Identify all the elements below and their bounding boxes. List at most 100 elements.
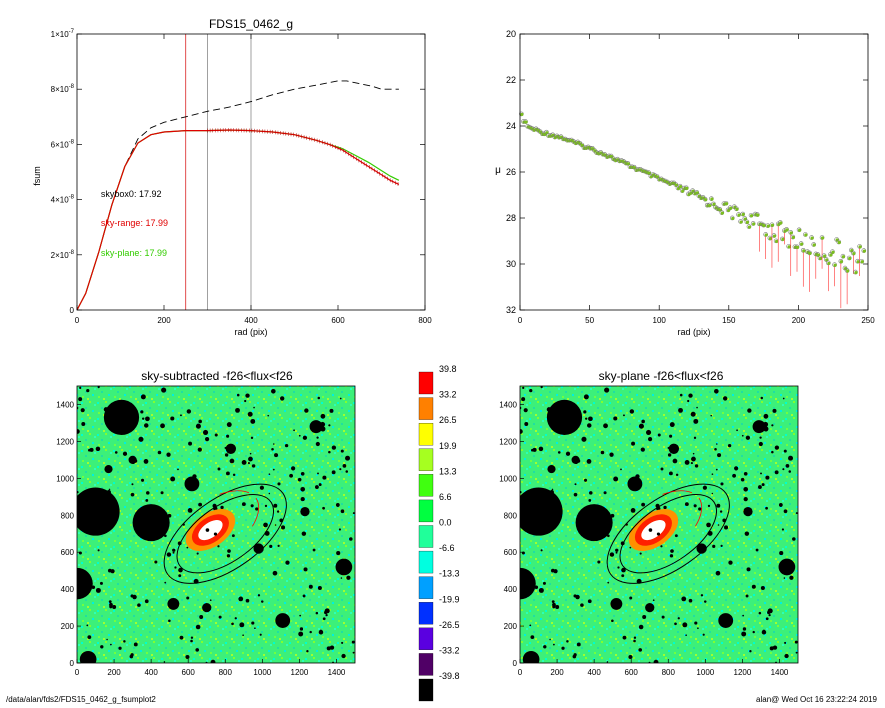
sky-plane-masked-source [765,617,769,621]
mu-point [681,189,685,193]
sky-plane-masked-source [530,635,535,640]
sky-plane-masked-source [638,624,644,630]
sky-plane-large-mask [743,506,753,517]
sky-plane-masked-source [794,640,798,644]
sky-subtracted-masked-source [304,408,309,413]
sky-subtracted-masked-source [325,613,328,617]
sky-subtracted-large-mask [335,558,353,576]
sky-plane-masked-source [755,548,759,552]
sky-subtracted-masked-source [249,452,252,455]
sky-subtracted-masked-source [99,581,103,585]
sky-subtracted-masked-source [329,408,334,413]
sky-plane-masked-source [603,423,608,429]
sky-plane-masked-source [720,544,723,548]
mu-point [559,135,564,139]
sky-plane-masked-source [529,624,532,627]
colorbar-swatch [418,423,434,446]
sky-subtracted-masked-source [87,635,92,640]
sky-range-annotation: sky-range: 17.99 [101,218,168,228]
sky-subtracted-masked-source [285,560,290,565]
sky-plane-masked-source [745,435,751,440]
sky-subtracted-masked-source [160,423,165,429]
sky-plane-masked-source [774,470,779,475]
sky-plane-y-tick-label: 200 [504,622,518,631]
sky-subtracted-masked-source [328,450,331,454]
sky-plane-masked-source [638,423,644,429]
mu-points [519,111,867,309]
sky-subtracted-masked-source [214,433,218,437]
sky-subtracted-large-mask [309,420,323,434]
fsum-curves [76,34,400,311]
sky-plane-masked-source [724,525,729,530]
sky-subtracted-masked-source [320,413,326,419]
footer-file-path: /data/alan/fds2/FDS15_0462_g_fsumplot2 [6,695,156,704]
colorbar-label: -19.9 [439,594,460,604]
sky-plane-masked-source [700,594,704,597]
sky-subtracted-galaxy-core [198,520,223,541]
sky-subtracted-masked-source [251,621,255,625]
sky-subtracted-masked-source [195,624,201,630]
sky-plane-axes: 0 200 400 600 800 1000 1200 1400 0 200 400 600 800 10… [499,400,789,677]
sky-subtracted-masked-source [340,509,345,514]
colorbar-swatch [418,397,434,420]
sky-subtracted-masked-source [106,638,108,641]
sky-subtracted-masked-source [133,642,138,647]
sky-plane-masked-source [784,653,789,659]
mu-point [593,149,597,153]
mu-point [829,253,833,257]
colorbar-swatch [418,653,434,676]
sky-subtracted-masked-source [277,482,281,486]
sky-plane-masked-source [520,490,522,494]
sky-plane-image: sky-plane -f26<flux<f26 0 200 400 600 800 100… [499,369,799,677]
sky-plane-masked-source [761,483,765,487]
sky-plane-masked-source [743,496,748,502]
sky-plane-x-tick-label: 200 [550,668,564,677]
sky-plane-masked-source [720,482,724,486]
mu-point [835,238,839,242]
sky-subtracted-masked-source [315,485,319,489]
sky-subtracted-y-tick-label: 1200 [56,437,74,446]
colorbar-label: -33.2 [439,645,460,655]
sky-plane-masked-source [779,551,784,556]
sky-subtracted-masked-source [146,491,150,495]
sky-subtracted-masked-source [272,570,278,576]
mu-x-axis-label: rad (pix) [677,327,710,337]
sky-plane-masked-source [751,584,756,589]
sky-subtracted-large-mask [225,443,237,454]
sky-plane-masked-source [674,534,678,538]
mu-point [724,202,729,206]
mu-point [854,270,858,275]
sky-plane-frame [519,385,799,664]
colorbar-swatch [418,550,434,574]
sky-subtracted-masked-source [95,446,101,452]
sky-plane-masked-source [681,596,687,602]
sky-plane-masked-source [781,528,785,531]
mu-point [737,213,741,217]
sky-subtracted-galaxy-star [213,532,218,536]
sky-plane-masked-source [783,509,788,514]
sky-subtracted-masked-source [198,502,203,507]
sky-subtracted-masked-source [247,462,250,465]
mu-x-tick-label: 50 [585,316,594,325]
sky-plane-masked-source [772,645,778,650]
sky-plane-masked-source [749,650,752,653]
sky-subtracted-masked-source [209,599,212,602]
sky-plane-masked-source [531,448,534,452]
mu-point [749,214,754,218]
sky-subtracted-masked-source [138,436,144,442]
sky-subtracted-masked-source [299,627,304,631]
sky-subtracted-masked-source [164,581,167,584]
mu-axes: 0 50 100 150 200 250 20 22 24 26 28 30 32 [506,29,875,325]
sky-subtracted-masked-source [197,447,202,452]
sky-subtracted-masked-source [298,631,304,637]
skybox0-annotation: skybox0: 17.92 [101,189,162,199]
sky-plane-masked-source [741,434,744,437]
sky-subtracted-masked-source [259,485,264,490]
mu-point [833,263,837,267]
sky-plane-masked-source [617,566,620,569]
sky-subtracted-masked-source [218,615,222,619]
sky-subtracted-masked-source [131,483,134,486]
sky-subtracted-masked-source [274,453,279,458]
sky-plane-masked-source [657,433,661,437]
fsum-x-tick-label: 800 [418,316,432,325]
